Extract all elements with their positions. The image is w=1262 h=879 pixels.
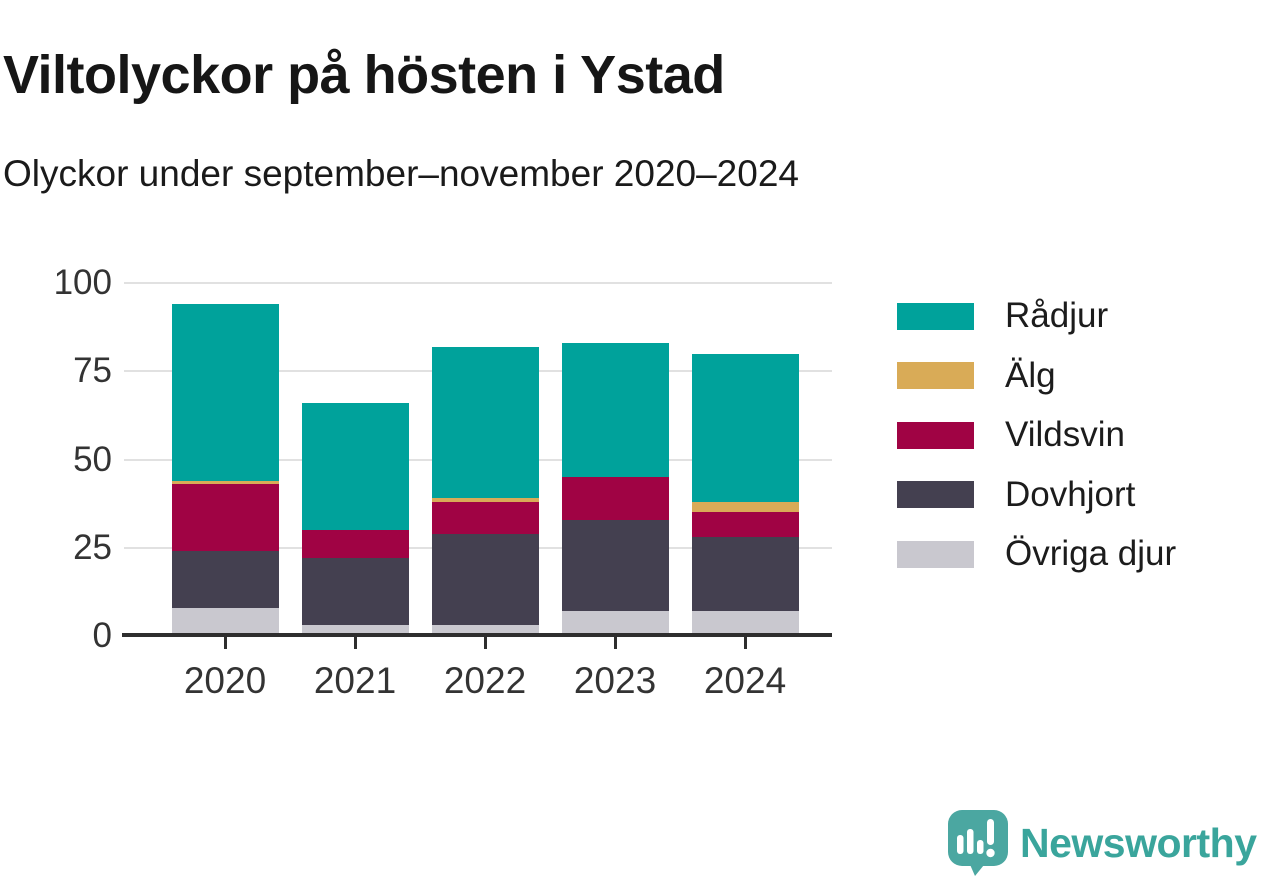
newsworthy-logo-text: Newsworthy	[1020, 819, 1257, 866]
x-axis-tick-label-2021: 2021	[313, 660, 397, 701]
radjur-color-swatch	[897, 302, 974, 330]
x-axis-tick-2024	[743, 637, 747, 649]
bar-2020-segment-ovriga-djur	[171, 607, 279, 636]
bar-2022-segment-vildsvin	[431, 501, 539, 534]
x-axis-tick-label-2024: 2024	[703, 660, 787, 701]
bar-2022-segment-dovhjort	[431, 533, 539, 626]
y-axis-tick-label-50: 50	[73, 439, 112, 479]
bar-2023-segment-vildsvin	[561, 477, 669, 520]
legend-label: Övriga djur	[1005, 534, 1177, 573]
bar-2024-segment-alg	[691, 501, 799, 513]
bar-2020-segment-alg	[171, 480, 279, 485]
x-axis-tick-2022	[483, 637, 487, 649]
legend-item-ovriga-djur: Övriga djur	[897, 534, 1176, 573]
bar-2024-segment-dovhjort	[691, 537, 799, 612]
legend-item-alg: Älg	[897, 356, 1056, 395]
x-axis-tick-label-2023: 2023	[573, 660, 657, 701]
bar-2021-segment-radjur	[301, 403, 409, 531]
y-axis-tick-label-75: 75	[73, 351, 112, 391]
x-axis-tick-2023	[613, 637, 617, 649]
legend-label: Rådjur	[1005, 296, 1109, 335]
bar-2022-segment-radjur	[431, 346, 539, 499]
bar-2024-segment-radjur	[691, 353, 799, 502]
y-axis-tick-label-100: 100	[53, 263, 112, 302]
bar-2021-segment-ovriga-djur	[301, 625, 409, 636]
chart-subtitle: Olyckor under september–november 2020–20…	[3, 153, 799, 194]
bar-2020-segment-vildsvin	[171, 484, 279, 552]
legend-label: Dovhjort	[1005, 474, 1136, 514]
bar-2021-segment-dovhjort	[301, 558, 409, 626]
legend-item-dovhjort: Dovhjort	[897, 475, 1135, 514]
dovhjort-color-swatch	[897, 481, 974, 508]
legend-label: Vildsvin	[1005, 415, 1125, 454]
chart-title: Viltolyckor på hösten i Ystad	[3, 45, 725, 106]
y-axis-tick-label-0: 0	[92, 616, 112, 655]
ovriga-djur-color-swatch	[897, 540, 974, 568]
bar-2023-segment-radjur	[561, 343, 669, 478]
bar-2023-segment-dovhjort	[561, 519, 669, 612]
bar-2021-segment-vildsvin	[301, 530, 409, 559]
bar-2020-segment-radjur	[171, 304, 279, 481]
bar-2022-segment-ovriga-djur	[431, 625, 539, 636]
legend-item-radjur: Rådjur	[897, 296, 1108, 335]
x-axis-tick-2020	[223, 637, 227, 649]
legend-item-vildsvin: Vildsvin	[897, 415, 1125, 454]
bar-2020-segment-dovhjort	[171, 551, 279, 608]
x-axis-tick-label-2020: 2020	[183, 660, 267, 701]
alg-color-swatch	[897, 362, 974, 389]
legend-label: Älg	[1005, 355, 1056, 395]
newsworthy-logo: Newsworthy	[948, 810, 1257, 876]
bar-2024-segment-ovriga-djur	[691, 611, 799, 636]
y-axis-tick-label-25: 25	[73, 527, 112, 567]
newsworthy-logo-icon	[948, 810, 1008, 876]
bar-2023-segment-ovriga-djur	[561, 611, 669, 636]
gridline-y-100	[124, 282, 832, 284]
bar-2022-segment-alg	[431, 498, 539, 502]
x-axis-tick-label-2022: 2022	[443, 660, 527, 701]
vildsvin-color-swatch	[897, 421, 974, 449]
x-axis-tick-2021	[353, 637, 357, 649]
bar-2024-segment-vildsvin	[691, 512, 799, 538]
x-axis-line	[122, 633, 832, 637]
